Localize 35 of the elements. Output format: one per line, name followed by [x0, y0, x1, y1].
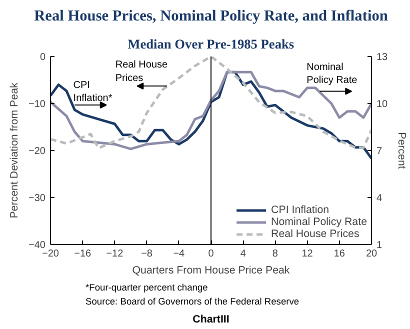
chart-title: Real House Prices, Nominal Policy Rate, and Inflation — [34, 8, 388, 24]
y2-tick-label: 1 — [376, 240, 382, 251]
y-tick-label: −20 — [28, 146, 46, 157]
x-tick-label: −12 — [106, 248, 124, 260]
y2-axis-title: Percent — [396, 132, 408, 169]
x-tick-label: −16 — [74, 248, 92, 260]
x-tick-label: 0 — [208, 248, 214, 260]
x-tick-label: 20 — [366, 248, 378, 260]
legend-label: Real House Prices — [271, 228, 360, 240]
x-tick-label: −20 — [42, 248, 60, 260]
y2-tick-label: 10 — [376, 99, 388, 110]
x-tick-label: 16 — [334, 248, 346, 260]
y-tick-label: 0 — [40, 52, 46, 63]
x-axis-title: Quarters From House Price Peak — [132, 264, 290, 276]
y-axis-title: Percent Deviation from Peak — [8, 82, 21, 218]
chart-subtitle: Median Over Pre-1985 Peaks — [128, 36, 294, 52]
x-tick-label: −4 — [173, 248, 186, 260]
x-tick-label: 8 — [272, 248, 278, 260]
annotation: Nominal Policy Rate — [306, 62, 358, 86]
x-tick-label: 4 — [240, 248, 246, 260]
annotation: Real House Prices — [115, 60, 168, 84]
x-tick-label: 12 — [302, 248, 314, 260]
text: *Four-quarter percent change — [86, 282, 208, 292]
y-tick-label: −30 — [28, 193, 46, 204]
legend-label: Nominal Policy Rate — [271, 216, 367, 228]
y2-tick-label: 7 — [376, 146, 382, 157]
y2-tick-label: 13 — [376, 52, 388, 63]
x-tick-label: −8 — [141, 248, 153, 260]
source-note: Source: Board of Governors of the Federal Reserve — [86, 296, 300, 306]
annotation: CPI Inflation* — [73, 80, 112, 104]
y-tick-label: −10 — [28, 99, 46, 110]
y-tick-label: −40 — [28, 240, 46, 251]
legend-label: CPI Inflation — [271, 204, 330, 216]
y2-tick-label: 4 — [376, 193, 382, 204]
text: ChartIII — [192, 314, 230, 326]
